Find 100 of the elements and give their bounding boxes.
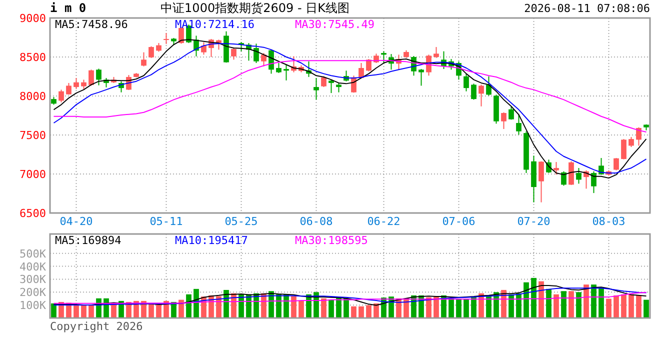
candlestick — [516, 114, 522, 136]
candlestick — [478, 84, 484, 107]
x-tick-label: 07-20 — [517, 215, 550, 228]
x-tick-label: 04-20 — [60, 215, 93, 228]
bar — [576, 292, 582, 318]
bar — [186, 294, 192, 318]
candlestick — [434, 46, 439, 59]
bar — [298, 300, 304, 318]
candlestick — [636, 126, 642, 146]
candlestick — [554, 161, 559, 176]
bar — [178, 300, 184, 318]
bar — [434, 296, 439, 318]
candlestick — [568, 160, 574, 186]
bar — [636, 295, 642, 318]
x-tick-label: 07-06 — [442, 215, 476, 228]
bar — [358, 306, 364, 318]
bar — [508, 294, 514, 318]
candlestick — [148, 46, 154, 59]
bar — [156, 304, 162, 318]
bar — [81, 304, 86, 318]
bar — [456, 299, 462, 318]
candlestick — [74, 77, 79, 90]
bar — [598, 288, 604, 318]
y-tick-label: 400K — [20, 260, 46, 274]
candlestick — [81, 79, 86, 90]
bar — [554, 294, 559, 318]
candlestick — [561, 170, 566, 186]
y-tick-label: 9000 — [20, 12, 46, 25]
bar — [74, 304, 79, 318]
bar — [148, 303, 154, 318]
candlestick — [58, 89, 64, 103]
candlestick — [366, 58, 372, 72]
candlestick — [96, 68, 102, 86]
x-tick-label: 06-22 — [367, 215, 400, 228]
candlestick — [336, 82, 342, 93]
bar — [568, 291, 574, 318]
bar — [628, 294, 634, 318]
bar — [351, 306, 356, 318]
candlestick — [201, 42, 206, 56]
x-tick-label: 06-08 — [300, 215, 333, 228]
text: i m 0 — [50, 1, 86, 15]
bar — [531, 278, 536, 318]
y-tick-label: 8500 — [20, 51, 46, 64]
bar — [51, 303, 56, 318]
bar — [621, 294, 626, 318]
y-tick-label: 6500 — [20, 207, 46, 220]
bar — [486, 295, 492, 318]
bar — [366, 305, 372, 318]
bar — [591, 284, 596, 318]
bar — [538, 281, 544, 318]
candlestick — [538, 160, 544, 203]
candlestick — [576, 167, 582, 184]
bar — [238, 294, 244, 318]
bar — [336, 298, 342, 318]
y-tick-label: 100K — [20, 299, 46, 312]
candlestick — [358, 62, 364, 79]
bar — [546, 288, 552, 318]
bar — [276, 294, 282, 318]
y-tick-label: 7500 — [20, 129, 46, 142]
text: MA30:7545.49 — [295, 18, 374, 31]
x-tick-label: 08-03 — [592, 215, 626, 228]
y-tick-label: 7000 — [20, 168, 46, 181]
text: MA30:198595 — [295, 234, 368, 247]
bar — [584, 284, 589, 318]
candlestick — [591, 170, 596, 194]
line-series — [53, 292, 647, 304]
bar — [291, 296, 296, 318]
bar — [614, 295, 619, 318]
bar — [328, 300, 334, 318]
candlestick — [614, 158, 619, 171]
bar — [88, 304, 94, 318]
candlestick — [284, 64, 289, 81]
candlestick — [254, 43, 259, 64]
candlestick — [314, 77, 319, 100]
bar — [448, 298, 454, 318]
candlestick — [261, 52, 266, 67]
candlestick — [141, 52, 146, 67]
bar — [464, 299, 469, 318]
candlestick — [328, 80, 334, 94]
y-tick-label: 500K — [20, 247, 46, 260]
y-tick-label: 300K — [20, 273, 46, 286]
y-tick-label: 8000 — [20, 90, 46, 103]
series-label: MA10:7214.16 — [175, 18, 254, 31]
bar — [374, 303, 379, 318]
candlestick — [501, 112, 506, 130]
candlestick — [418, 68, 424, 86]
x-tick-label: 05-25 — [224, 215, 258, 228]
text: MA5:169894 — [55, 234, 122, 247]
candlestick — [231, 48, 236, 60]
bar — [321, 298, 326, 318]
text: MA10:195417 — [175, 234, 248, 247]
bar — [344, 298, 349, 318]
text: Copyright 2026 — [50, 320, 143, 333]
candlestick — [486, 76, 492, 96]
text: 2026-08-11 07:08:06 — [524, 2, 650, 15]
bar — [561, 291, 566, 318]
bar — [471, 296, 476, 318]
bar — [644, 300, 649, 318]
candlestick — [164, 32, 169, 44]
candlestick — [628, 136, 634, 148]
